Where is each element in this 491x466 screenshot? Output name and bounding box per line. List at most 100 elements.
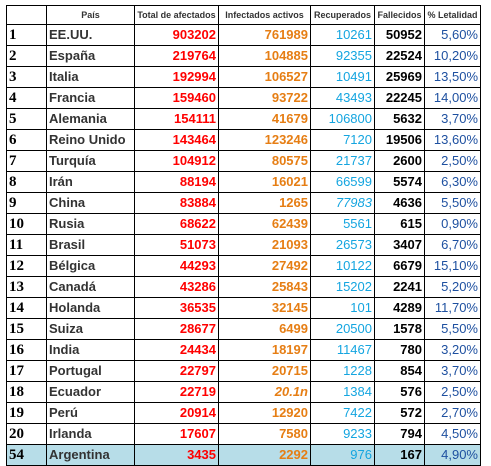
cell-letalidad: 2,50% — [424, 150, 481, 172]
cell-activos: 16021 — [218, 171, 311, 193]
cell-rank: 14 — [6, 297, 47, 319]
cell-activos: 1265 — [218, 192, 311, 214]
cell-letalidad: 14,00% — [424, 87, 481, 109]
cell-total: 154111 — [134, 108, 219, 130]
table-row: 14 Holanda 36535 32145 101 4289 11,70% — [6, 297, 481, 319]
cell-recuperados: 10261 — [310, 24, 375, 46]
cell-letalidad: 13,60% — [424, 129, 481, 151]
cell-activos: 7580 — [218, 423, 311, 445]
cell-rank: 6 — [6, 129, 47, 151]
cell-rank: 3 — [6, 66, 47, 88]
cell-letalidad: 11,70% — [424, 297, 481, 319]
cell-activos: 80575 — [218, 150, 311, 172]
cell-activos: 25843 — [218, 276, 311, 298]
cell-recuperados: 77983 — [310, 192, 375, 214]
cell-rank: 20 — [6, 423, 47, 445]
cell-recuperados: 9233 — [310, 423, 375, 445]
cell-fallecidos: 854 — [374, 360, 425, 382]
cell-pais: Argentina — [46, 444, 135, 466]
cell-fallecidos: 1578 — [374, 318, 425, 340]
cell-recuperados: 1384 — [310, 381, 375, 403]
header-letalidad: % Letalidad — [424, 5, 481, 25]
cell-pais: Turquía — [46, 150, 135, 172]
cell-letalidad: 0,90% — [424, 213, 481, 235]
cell-recuperados: 66599 — [310, 171, 375, 193]
cell-pais: India — [46, 339, 135, 361]
cell-pais: Irlanda — [46, 423, 135, 445]
cell-rank: 2 — [6, 45, 47, 67]
header-recuperados: Recuperados — [310, 5, 375, 25]
cell-letalidad: 6,30% — [424, 171, 481, 193]
table-row: 12 Bélgica 44293 27492 10122 6679 15,10% — [6, 255, 481, 277]
cell-fallecidos: 780 — [374, 339, 425, 361]
table-row: 1 EE.UU. 903202 761989 10261 50952 5,60% — [6, 24, 481, 46]
cell-total: 22719 — [134, 381, 219, 403]
cell-activos: 62439 — [218, 213, 311, 235]
cell-rank: 12 — [6, 255, 47, 277]
covid-country-table: País Total de afectados Infectados activ… — [6, 5, 481, 466]
cell-total: 159460 — [134, 87, 219, 109]
cell-activos: 761989 — [218, 24, 311, 46]
cell-activos: 12920 — [218, 402, 311, 424]
cell-letalidad: 5,20% — [424, 276, 481, 298]
cell-total: 51073 — [134, 234, 219, 256]
cell-total: 68622 — [134, 213, 219, 235]
header-total: Total de afectados — [134, 5, 219, 25]
cell-total: 28677 — [134, 318, 219, 340]
cell-recuperados: 43493 — [310, 87, 375, 109]
cell-total: 44293 — [134, 255, 219, 277]
cell-letalidad: 6,70% — [424, 234, 481, 256]
cell-fallecidos: 50952 — [374, 24, 425, 46]
cell-total: 903202 — [134, 24, 219, 46]
header-fallecidos: Fallecidos — [374, 5, 425, 25]
cell-fallecidos: 22245 — [374, 87, 425, 109]
header-activos: Infectados activos — [218, 5, 311, 25]
cell-rank: 1 — [6, 24, 47, 46]
cell-rank: 13 — [6, 276, 47, 298]
cell-letalidad: 5,60% — [424, 24, 481, 46]
cell-activos: 2292 — [218, 444, 311, 466]
cell-rank: 7 — [6, 150, 47, 172]
table-row: 16 India 24434 18197 11467 780 3,20% — [6, 339, 481, 361]
table-row: 8 Irán 88194 16021 66599 5574 6,30% — [6, 171, 481, 193]
cell-rank: 11 — [6, 234, 47, 256]
cell-total: 143464 — [134, 129, 219, 151]
table-row: 9 China 83884 1265 77983 4636 5,50% — [6, 192, 481, 214]
table-row: 3 Italia 192994 106527 10491 25969 13,50% — [6, 66, 481, 88]
cell-total: 88194 — [134, 171, 219, 193]
cell-fallecidos: 572 — [374, 402, 425, 424]
cell-pais: Holanda — [46, 297, 135, 319]
cell-recuperados: 15202 — [310, 276, 375, 298]
cell-fallecidos: 22524 — [374, 45, 425, 67]
cell-fallecidos: 2241 — [374, 276, 425, 298]
cell-activos: 106527 — [218, 66, 311, 88]
cell-pais: Bélgica — [46, 255, 135, 277]
cell-activos: 41679 — [218, 108, 311, 130]
cell-pais: China — [46, 192, 135, 214]
cell-fallecidos: 5632 — [374, 108, 425, 130]
cell-fallecidos: 576 — [374, 381, 425, 403]
cell-total: 36535 — [134, 297, 219, 319]
cell-activos: 6499 — [218, 318, 311, 340]
cell-activos: 20.1n — [218, 381, 311, 403]
cell-recuperados: 976 — [310, 444, 375, 466]
cell-pais: Portugal — [46, 360, 135, 382]
cell-total: 43286 — [134, 276, 219, 298]
cell-activos: 27492 — [218, 255, 311, 277]
table-row: 17 Portugal 22797 20715 1228 854 3,70% — [6, 360, 481, 382]
cell-recuperados: 10122 — [310, 255, 375, 277]
cell-letalidad: 3,20% — [424, 339, 481, 361]
cell-recuperados: 5561 — [310, 213, 375, 235]
table-row: 13 Canadá 43286 25843 15202 2241 5,20% — [6, 276, 481, 298]
cell-rank: 54 — [6, 444, 47, 466]
table-row: 18 Ecuador 22719 20.1n 1384 576 2,50% — [6, 381, 481, 403]
cell-rank: 4 — [6, 87, 47, 109]
cell-letalidad: 2,50% — [424, 381, 481, 403]
cell-recuperados: 10491 — [310, 66, 375, 88]
cell-pais: Suiza — [46, 318, 135, 340]
cell-fallecidos: 19506 — [374, 129, 425, 151]
cell-pais: Ecuador — [46, 381, 135, 403]
cell-rank: 10 — [6, 213, 47, 235]
cell-recuperados: 11467 — [310, 339, 375, 361]
cell-letalidad: 2,70% — [424, 402, 481, 424]
